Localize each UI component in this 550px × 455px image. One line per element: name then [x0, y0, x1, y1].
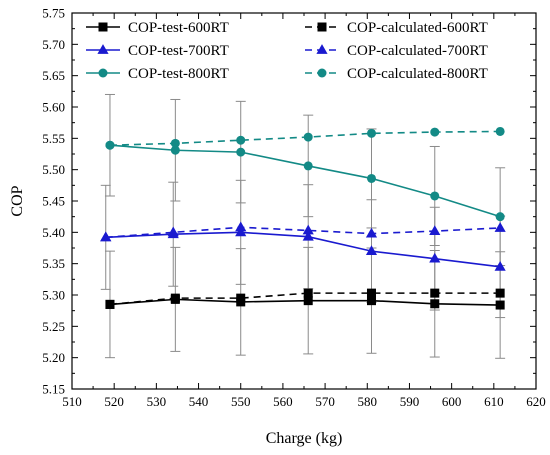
data-point-COP-calculated-800RT	[236, 135, 246, 145]
y-tick-label: 5.35	[42, 256, 65, 271]
y-tick-label: 5.30	[42, 288, 65, 303]
data-point-COP-test-800RT	[303, 161, 313, 171]
axis-ticks: 510 520 530 540 550 560 570 580 590 600 610 620 5.15…	[42, 6, 546, 410]
x-tick-label: 610	[484, 394, 504, 409]
y-tick-label: 5.40	[42, 225, 65, 240]
data-point-COP-calculated-700RT	[365, 227, 378, 238]
data-point-COP-test-600RT	[366, 296, 376, 306]
series-line-COP-test-700RT	[105, 231, 501, 268]
data-point-COP-calculated-700RT	[100, 231, 112, 242]
legend-marker-COP-calculated-600RT	[317, 22, 327, 32]
data-point-COP-calculated-800RT	[105, 140, 115, 150]
data-point-COP-calculated-700RT	[494, 222, 506, 232]
x-tick-label: 570	[315, 394, 335, 409]
y-tick-label: 5.25	[42, 319, 65, 334]
legend-marker-COP-calculated-800RT	[317, 68, 327, 78]
error-bars	[100, 93, 506, 359]
x-tick-label: 580	[358, 394, 378, 409]
data-point-COP-test-700RT	[365, 245, 378, 256]
y-tick-label: 5.45	[42, 194, 65, 209]
data-point-COP-calculated-700RT	[167, 226, 179, 237]
data-point-COP-test-800RT	[170, 145, 180, 155]
series-line-COP-test-800RT	[109, 144, 501, 218]
data-point-COP-calculated-700RT	[235, 221, 247, 232]
x-tick-label: 540	[189, 394, 209, 409]
legend-label: COP-test-700RT	[128, 43, 229, 59]
legend-label: COP-test-800RT	[128, 66, 229, 82]
y-tick-label: 5.55	[42, 131, 65, 146]
x-tick-label: 510	[62, 394, 82, 409]
x-tick-label: 560	[273, 394, 293, 409]
data-point-COP-test-700RT	[302, 230, 314, 241]
y-tick-label: 5.60	[42, 100, 65, 115]
legend-label: COP-calculated-700RT	[347, 43, 488, 59]
legend-label: COP-calculated-600RT	[347, 20, 488, 36]
data-point-COP-calculated-800RT	[430, 127, 440, 137]
y-tick-label: 5.65	[42, 68, 65, 83]
data-point-COP-test-700RT	[494, 260, 506, 271]
data-point-COP-test-600RT	[303, 296, 313, 306]
y-tick-label: 5.15	[42, 382, 65, 397]
legend-label: COP-test-600RT	[128, 20, 229, 36]
x-tick-label: 590	[400, 394, 420, 409]
data-point-COP-test-700RT	[429, 252, 441, 263]
data-point-COP-test-600RT	[495, 300, 505, 310]
data-point-COP-calculated-600RT	[303, 288, 313, 298]
x-tick-label: 620	[526, 394, 546, 409]
x-axis-title: Charge (kg)	[266, 430, 343, 447]
series-lines	[105, 130, 501, 306]
data-point-COP-test-800RT	[236, 147, 246, 157]
x-tick-label: 530	[147, 394, 167, 409]
y-tick-label: 5.75	[42, 6, 65, 21]
y-tick-label: 5.70	[42, 37, 65, 52]
legend-marker-COP-test-600RT	[98, 22, 108, 32]
data-point-COP-calculated-800RT	[366, 128, 376, 138]
data-point-COP-calculated-600RT	[430, 288, 440, 298]
data-point-COP-calculated-600RT	[236, 293, 246, 303]
x-tick-label: 520	[104, 394, 124, 409]
data-point-COP-calculated-800RT	[170, 138, 180, 148]
data-point-COP-test-700RT	[235, 226, 247, 237]
legend: COP-test-600RT COP-calculated-600RT COP-te…	[86, 20, 488, 82]
data-point-COP-calculated-800RT	[303, 132, 313, 142]
legend-marker-COP-test-800RT	[98, 68, 108, 78]
y-tick-label: 5.50	[42, 162, 65, 177]
data-point-COP-test-800RT	[495, 212, 505, 222]
data-point-COP-calculated-600RT	[105, 299, 115, 309]
series-markers	[100, 126, 506, 310]
x-tick-label: 600	[442, 394, 462, 409]
y-axis-title: COP	[9, 185, 26, 216]
data-point-COP-test-600RT	[430, 299, 440, 309]
data-point-COP-calculated-800RT	[495, 126, 505, 136]
legend-label: COP-calculated-800RT	[347, 66, 488, 82]
data-point-COP-calculated-600RT	[366, 288, 376, 298]
data-point-COP-calculated-600RT	[170, 293, 180, 303]
data-point-COP-calculated-600RT	[495, 288, 505, 298]
legend-marker-COP-calculated-700RT	[316, 44, 328, 54]
data-point-COP-calculated-700RT	[429, 225, 441, 235]
x-tick-label: 550	[231, 394, 251, 409]
data-point-COP-test-800RT	[430, 191, 440, 201]
y-tick-label: 5.20	[42, 350, 65, 365]
data-point-COP-calculated-700RT	[302, 224, 314, 235]
legend-marker-COP-test-700RT	[97, 44, 109, 54]
data-point-COP-test-800RT	[366, 173, 376, 183]
